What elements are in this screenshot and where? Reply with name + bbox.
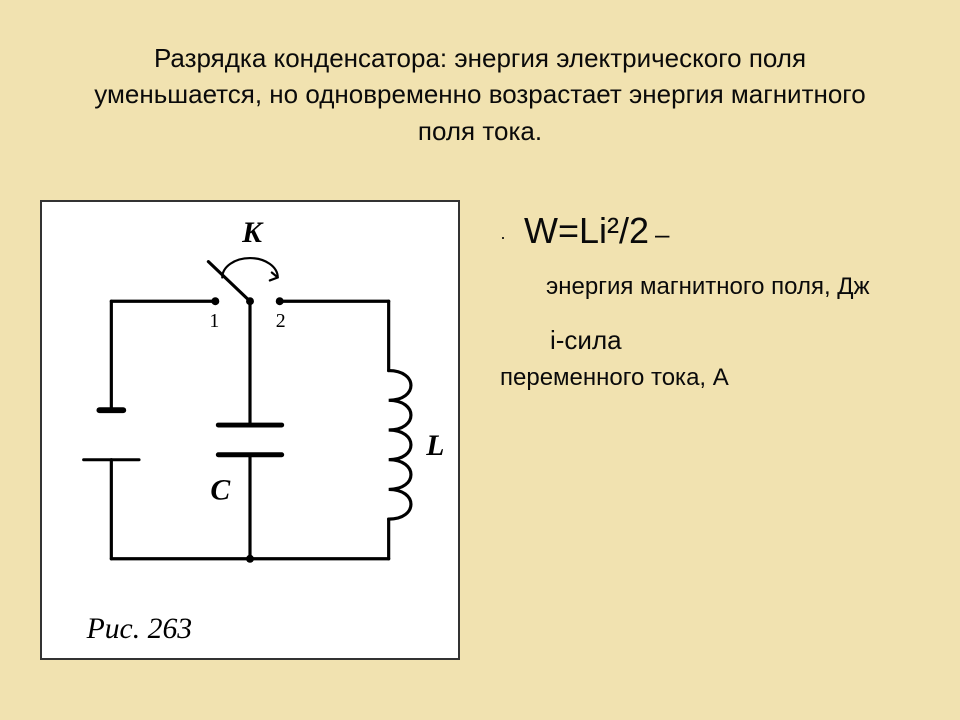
indent <box>506 273 546 300</box>
slide-title: Разрядка конденсатора: энергия электриче… <box>80 40 880 149</box>
formula-row: · W=Li²/2 – <box>500 210 910 252</box>
svg-text:C: C <box>210 474 231 506</box>
circuit-svg: K 1 2 C L Рис. 263 <box>42 202 458 658</box>
desc1-text: энергия магнитного поля, Дж <box>546 273 870 300</box>
svg-text:1: 1 <box>209 310 219 332</box>
svg-text:L: L <box>425 430 444 462</box>
variable-term: i-сила <box>550 325 910 356</box>
formula-description: энергия магнитного поля, Дж <box>506 270 910 305</box>
svg-text:K: K <box>241 217 264 249</box>
svg-text:Рис. 263: Рис. 263 <box>86 613 193 645</box>
svg-text:2: 2 <box>276 310 286 332</box>
formula: W=Li²/2 <box>524 210 649 252</box>
variable-description: переменного тока, А <box>500 364 910 392</box>
formula-dash: – <box>655 219 669 250</box>
slide: Разрядка конденсатора: энергия электриче… <box>0 0 960 720</box>
text-column: · W=Li²/2 – энергия магнитного поля, Дж … <box>500 210 910 392</box>
bullet-icon: · <box>500 227 506 248</box>
circuit-diagram: K 1 2 C L Рис. 263 <box>40 200 460 660</box>
